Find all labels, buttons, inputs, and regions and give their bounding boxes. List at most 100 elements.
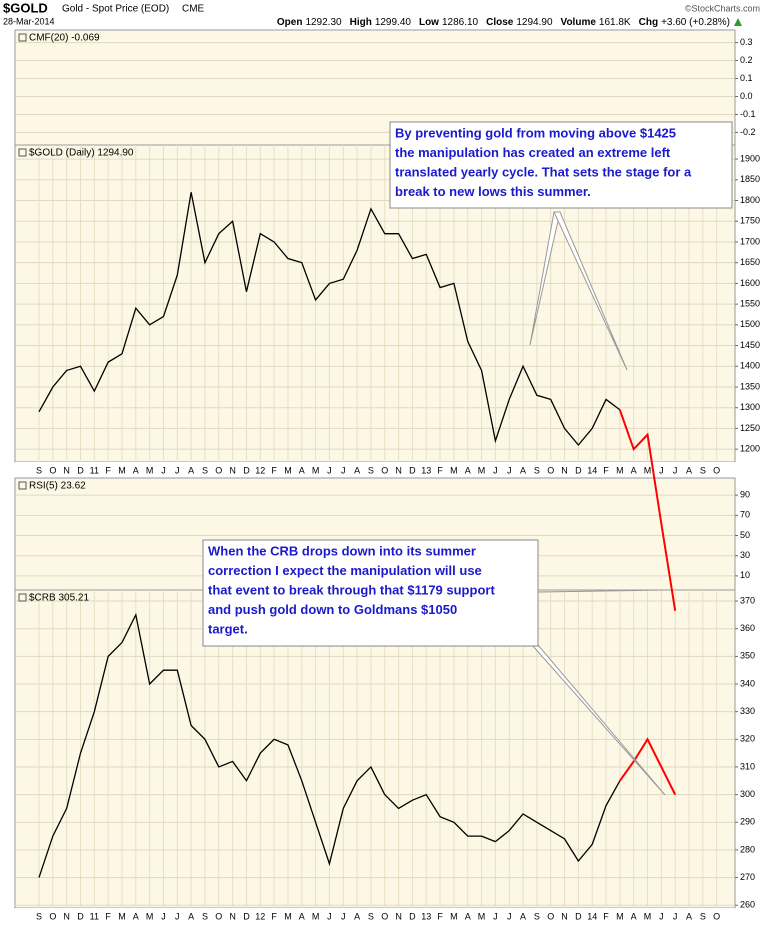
annotation-pointer — [553, 211, 628, 371]
x-tick-label: O — [215, 465, 222, 475]
x-tick-label: J — [659, 465, 664, 475]
y-tick-label: 1350 — [740, 381, 760, 391]
x-tick-label: A — [631, 911, 637, 921]
panel-title: $CRB 305.21 — [29, 593, 89, 604]
x-tick-label: 11 — [90, 911, 99, 921]
projection-line — [619, 737, 677, 796]
x-axis-band — [15, 908, 735, 924]
x-tick-label: N — [229, 465, 236, 475]
x-tick-label: M — [284, 911, 292, 921]
y-tick-label: 1700 — [740, 236, 760, 246]
x-tick-label: M — [450, 465, 458, 475]
x-tick-label: M — [284, 465, 292, 475]
annotation-text: and push gold down to Goldmans $1050 — [208, 602, 457, 617]
quote-label: Chg — [639, 17, 658, 28]
y-tick-label: 1500 — [740, 319, 760, 329]
x-tick-label: F — [105, 911, 111, 921]
x-tick-label: D — [575, 911, 582, 921]
x-tick-label: M — [312, 465, 320, 475]
annotation-text: translated yearly cycle. That sets the s… — [395, 164, 692, 179]
x-tick-label: J — [659, 911, 664, 921]
annotation-text: correction I expect the manipulation wil… — [208, 563, 482, 578]
x-tick-label: O — [713, 911, 720, 921]
x-tick-label: N — [395, 465, 402, 475]
x-tick-label: D — [409, 911, 416, 921]
x-tick-label: J — [327, 465, 332, 475]
y-tick-label: 0.2 — [740, 55, 753, 65]
x-axis-band — [15, 462, 735, 478]
up-arrow-icon — [734, 18, 742, 26]
panel-title: $GOLD (Daily) 1294.90 — [29, 148, 134, 159]
x-tick-label: A — [188, 465, 194, 475]
y-tick-label: 280 — [740, 844, 755, 854]
x-tick-label: J — [175, 465, 180, 475]
x-tick-label: F — [437, 465, 443, 475]
x-tick-label: D — [243, 465, 250, 475]
x-tick-label: A — [686, 911, 692, 921]
x-tick-label: A — [520, 465, 526, 475]
x-tick-label: A — [188, 911, 194, 921]
x-tick-label: F — [603, 465, 609, 475]
x-tick-label: M — [616, 911, 624, 921]
x-tick-label: O — [381, 465, 388, 475]
x-tick-label: F — [271, 465, 277, 475]
quote-value: 1286.10 — [442, 17, 479, 28]
y-tick-label: -0.2 — [740, 127, 756, 137]
x-tick-label: M — [478, 465, 486, 475]
x-tick-label: J — [161, 911, 166, 921]
x-tick-label: J — [493, 911, 498, 921]
x-tick-label: S — [36, 911, 42, 921]
quote: Open 1292.30 High 1299.40 Low 1286.10 Close 129… — [277, 17, 730, 28]
quote-value: 1292.30 — [305, 17, 342, 28]
y-tick-label: 50 — [740, 530, 750, 540]
y-tick-label: 300 — [740, 789, 755, 799]
x-tick-label: J — [175, 911, 180, 921]
y-tick-label: 330 — [740, 706, 755, 716]
panel-icon — [18, 481, 27, 490]
x-tick-label: A — [299, 911, 305, 921]
y-tick-label: 1200 — [740, 444, 760, 454]
x-tick-label: M — [450, 911, 458, 921]
x-tick-label: S — [368, 465, 374, 475]
x-tick-label: N — [395, 911, 402, 921]
price-line — [38, 192, 621, 447]
x-tick-label: J — [327, 911, 332, 921]
y-tick-label: 1400 — [740, 361, 760, 371]
x-tick-label: J — [161, 465, 166, 475]
x-tick-label: M — [616, 465, 624, 475]
x-tick-label: J — [507, 465, 512, 475]
x-tick-label: S — [36, 465, 42, 475]
x-tick-label: F — [105, 465, 111, 475]
y-tick-label: 70 — [740, 510, 750, 520]
annotation-text: When the CRB drops down into its summer — [208, 543, 476, 558]
x-tick-label: O — [713, 465, 720, 475]
x-tick-label: M — [118, 465, 126, 475]
x-tick-label: A — [465, 465, 471, 475]
y-tick-label: 1450 — [740, 340, 760, 350]
exchange: CME — [182, 4, 205, 15]
x-tick-label: 11 — [90, 465, 99, 475]
date: 28-Mar-2014 — [3, 16, 55, 26]
x-tick-label: O — [49, 465, 56, 475]
annotation-text: target. — [208, 621, 248, 636]
x-tick-label: O — [547, 465, 554, 475]
credit: ©StockCharts.com — [685, 3, 760, 13]
y-tick-label: 1750 — [740, 216, 760, 226]
y-tick-label: 1550 — [740, 298, 760, 308]
x-tick-label: N — [229, 911, 236, 921]
chart-title: $GOLD — [3, 0, 48, 15]
x-tick-label: D — [243, 911, 250, 921]
x-tick-label: S — [700, 911, 706, 921]
y-tick-label: 1850 — [740, 174, 760, 184]
x-tick-label: O — [215, 911, 222, 921]
y-tick-label: 340 — [740, 678, 755, 688]
x-tick-label: M — [146, 911, 154, 921]
x-tick-label: D — [77, 465, 84, 475]
y-tick-label: 90 — [740, 490, 750, 500]
annotation-text: that event to break through that $1179 s… — [208, 582, 495, 597]
y-tick-label: 0.1 — [740, 73, 753, 83]
y-tick-label: 1800 — [740, 195, 760, 205]
panel-icon — [18, 593, 27, 602]
x-tick-label: J — [493, 465, 498, 475]
